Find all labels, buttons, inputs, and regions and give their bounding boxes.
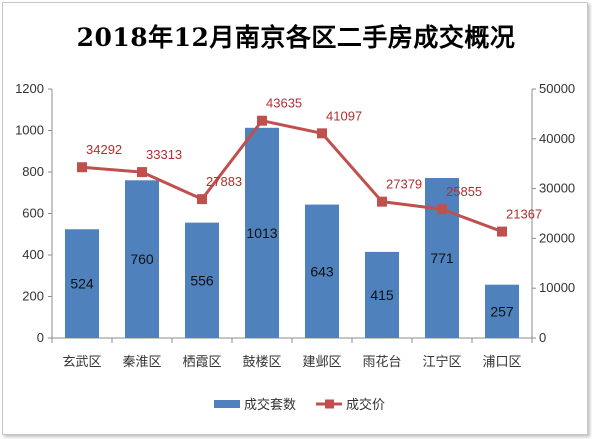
y-left-tick-label: 1000 bbox=[15, 123, 44, 138]
bar-value-label: 643 bbox=[310, 263, 334, 279]
y-right-tick-label: 50000 bbox=[539, 81, 575, 96]
bar-value-label: 1013 bbox=[246, 225, 277, 241]
x-tick-label: 江宁区 bbox=[422, 354, 461, 370]
y-left-tick-label: 0 bbox=[37, 330, 44, 345]
bars-layer: 524 760 556 1013 643 415 771 257 bbox=[65, 127, 519, 339]
line-point bbox=[137, 167, 147, 178]
bar bbox=[365, 251, 399, 338]
line-point bbox=[197, 194, 207, 205]
bar-value-label: 415 bbox=[370, 287, 394, 303]
bar-value-label: 760 bbox=[130, 251, 154, 267]
x-tick-label: 雨花台 bbox=[362, 354, 401, 370]
y-right-tick-label: 10000 bbox=[539, 280, 575, 295]
y-left-tick-label: 200 bbox=[22, 289, 44, 304]
x-tick-label: 浦口区 bbox=[482, 355, 521, 370]
line-layer: 34292 33313 27883 43635 41097 27379 25855 21367 bbox=[77, 96, 542, 237]
bar bbox=[485, 284, 519, 338]
legend-bar-label: 成交套数 bbox=[244, 397, 296, 413]
legend-bar-swatch bbox=[214, 400, 240, 408]
y-right-tick-label: 0 bbox=[539, 330, 546, 345]
line-point bbox=[437, 204, 447, 215]
y-right-tick-label: 40000 bbox=[539, 131, 575, 146]
line-value-label: 43635 bbox=[266, 96, 302, 111]
price-line bbox=[81, 119, 503, 233]
bar bbox=[125, 180, 159, 338]
line-value-label: 27379 bbox=[386, 177, 422, 192]
line-point bbox=[257, 115, 267, 126]
y-left-tick-label: 1200 bbox=[15, 81, 44, 96]
legend: 成交套数 成交价 bbox=[214, 397, 385, 413]
bar bbox=[305, 204, 339, 338]
y-left-tick-label: 400 bbox=[22, 247, 44, 262]
bar bbox=[65, 229, 99, 338]
line-value-label: 21367 bbox=[506, 207, 542, 222]
line-value-label: 41097 bbox=[326, 108, 362, 123]
line-point bbox=[497, 226, 507, 237]
legend-line-label: 成交价 bbox=[346, 397, 385, 413]
x-tick-label: 鼓楼区 bbox=[242, 355, 281, 370]
bar-value-label: 771 bbox=[430, 250, 454, 266]
bar-value-label: 556 bbox=[190, 272, 214, 288]
x-tick-label: 栖霞区 bbox=[182, 355, 221, 370]
bar-value-label: 524 bbox=[70, 276, 94, 292]
y-right-tick-label: 30000 bbox=[539, 181, 575, 196]
line-value-label: 25855 bbox=[446, 184, 482, 199]
line-point bbox=[317, 128, 327, 139]
bar bbox=[185, 222, 219, 338]
line-value-label: 34292 bbox=[86, 142, 122, 157]
x-tick-label: 玄武区 bbox=[62, 355, 101, 370]
y-right-tick-label: 20000 bbox=[539, 230, 575, 245]
line-value-label: 33313 bbox=[146, 147, 182, 162]
line-value-label: 27883 bbox=[206, 174, 242, 189]
chart-frame bbox=[2, 2, 588, 435]
y-left-tick-label: 600 bbox=[22, 206, 44, 221]
bar-value-label: 257 bbox=[490, 303, 514, 319]
legend-line-marker bbox=[325, 399, 334, 409]
chart-title: 2018年12月南京各区二手房成交概况 bbox=[76, 23, 516, 52]
y-left-tick-label: 800 bbox=[22, 164, 44, 179]
bar bbox=[245, 127, 279, 339]
line-point bbox=[377, 196, 387, 207]
x-tick-label: 秦淮区 bbox=[122, 355, 161, 370]
line-point bbox=[77, 162, 87, 173]
x-tick-label: 建邺区 bbox=[302, 355, 341, 370]
